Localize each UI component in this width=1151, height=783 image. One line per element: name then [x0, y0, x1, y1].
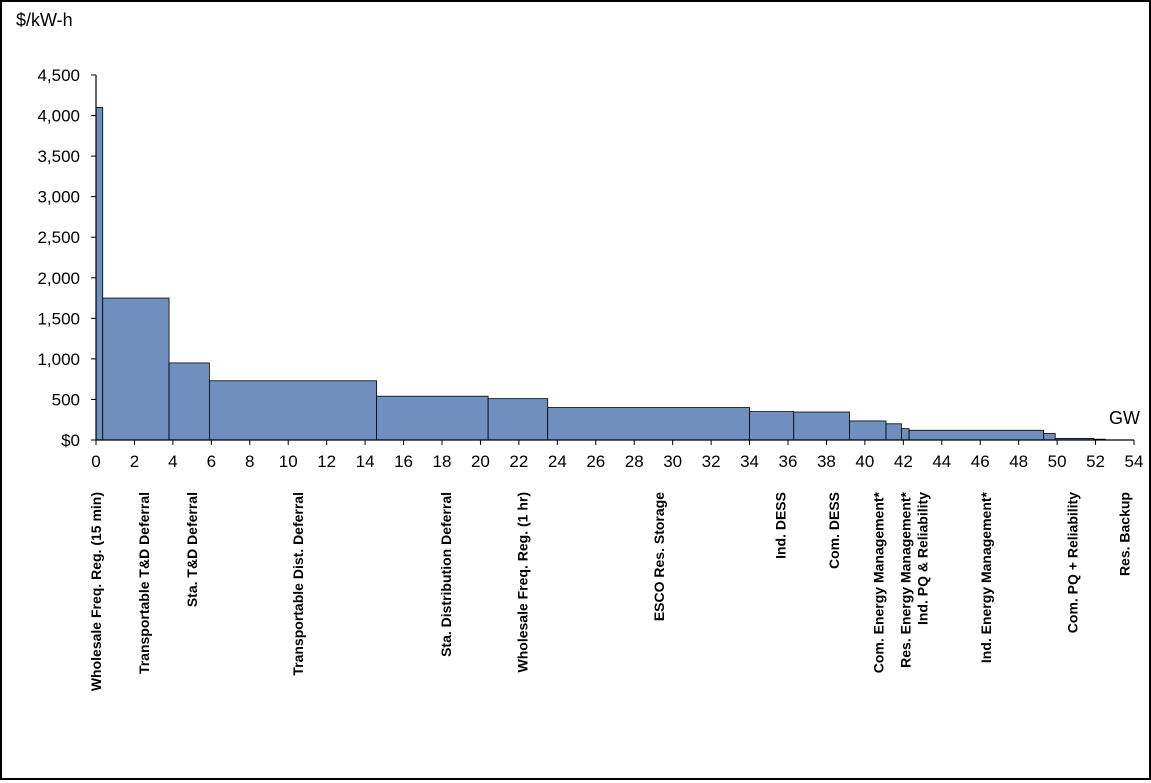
x-tick-label: 36 — [779, 452, 798, 471]
x-tick-label: 46 — [971, 452, 990, 471]
category-label: Transportable T&D Deferral — [136, 492, 152, 674]
y-tick-label: 2,000 — [37, 269, 80, 288]
y-ticks: $0 500 1,000 1,500 2,000 2,500 3,000 3,500 4,000… — [37, 66, 96, 450]
category-label: Sta. T&D Deferral — [184, 492, 200, 607]
category-label: Sta. Distribution Deferral — [438, 492, 454, 657]
category-label: Transportable Dist. Deferral — [290, 492, 306, 676]
y-tick-label: 4,000 — [37, 107, 80, 126]
category-label: Wholesale Freq. Reg. (1 hr) — [515, 492, 531, 672]
category-labels: Wholesale Freq. Reg. (15 min) Transportab… — [88, 491, 1132, 691]
x-tick-label: 48 — [1009, 452, 1028, 471]
x-tick-label: 44 — [932, 452, 951, 471]
x-tick-label: 14 — [356, 452, 375, 471]
x-tick-label: 16 — [394, 452, 413, 471]
bar-segment-3 — [168, 362, 210, 441]
category-label: Com. PQ + Reliability — [1064, 492, 1080, 633]
x-tick-label: 50 — [1048, 452, 1067, 471]
x-tick-label: 26 — [586, 452, 605, 471]
y-tick-label: 3,500 — [37, 147, 80, 166]
bar-segment-8 — [749, 411, 795, 441]
x-tick-label: 18 — [433, 452, 452, 471]
y-tick-label: 1,500 — [37, 309, 80, 328]
category-label: ESCO Res. Storage — [651, 492, 667, 621]
bar-segment-9 — [793, 411, 850, 441]
x-tick-label: 2 — [130, 452, 139, 471]
x-tick-label: 22 — [509, 452, 528, 471]
x-tick-label: 52 — [1086, 452, 1105, 471]
bar-segment-10 — [849, 420, 887, 441]
y-axis-unit-label: $/kW-h — [16, 10, 73, 30]
axes-layer — [95, 75, 1134, 441]
x-tick-label: 10 — [279, 452, 298, 471]
bar-segment-14 — [1043, 433, 1056, 441]
category-label: Wholesale Freq. Reg. (15 min) — [88, 492, 104, 691]
x-axis-unit-label: GW — [1109, 408, 1140, 428]
x-tick-label: 4 — [168, 452, 177, 471]
y-tick-label: 1,000 — [37, 350, 80, 369]
category-label: Com. Energy Management* — [870, 491, 886, 673]
y-tick-label: 500 — [52, 390, 80, 409]
category-label: Ind. PQ & Reliability — [915, 492, 931, 625]
bar-segment-4 — [209, 380, 378, 441]
bar-segment-2 — [102, 297, 170, 441]
y-tick-label: 4,500 — [37, 66, 80, 85]
y-tick-label: 2,500 — [37, 228, 80, 247]
bar-segment-13 — [908, 429, 1045, 441]
category-label: Ind. Energy Management* — [978, 491, 994, 663]
x-tick-label: 24 — [548, 452, 567, 471]
category-label: Com. DESS — [826, 492, 842, 569]
category-label: Res. Backup — [1116, 492, 1132, 576]
x-tick-label: 30 — [663, 452, 682, 471]
y-tick-label: $0 — [61, 431, 80, 450]
x-tick-label: 0 — [91, 452, 100, 471]
x-tick-label: 32 — [702, 452, 721, 471]
y-tick-label: 3,000 — [37, 188, 80, 207]
x-tick-label: 20 — [471, 452, 490, 471]
x-tick-label: 34 — [740, 452, 759, 471]
x-tick-label: 54 — [1125, 452, 1144, 471]
x-tick-label: 42 — [894, 452, 913, 471]
bar-segment-11 — [885, 423, 902, 441]
x-tick-label: 40 — [855, 452, 874, 471]
bar-segment-5 — [376, 395, 489, 441]
x-tick-label: 6 — [207, 452, 216, 471]
x-tick-label: 28 — [625, 452, 644, 471]
category-label: Res. Energy Management* — [897, 491, 913, 667]
bar-segment-6 — [487, 398, 549, 441]
bars-layer — [95, 107, 1106, 441]
x-tick-label: 12 — [317, 452, 336, 471]
x-tick-label: 38 — [817, 452, 836, 471]
bar-segment-1 — [95, 107, 104, 441]
x-ticks: 0 2 4 6 8 10 12 14 16 18 20 22 24 26 28 30 32 34 36 38 40 42 4… — [91, 440, 1143, 471]
bar-segment-12 — [901, 428, 910, 441]
bar-segment-7 — [547, 407, 750, 441]
x-tick-label: 8 — [245, 452, 254, 471]
category-label: Ind. DESS — [772, 492, 788, 559]
